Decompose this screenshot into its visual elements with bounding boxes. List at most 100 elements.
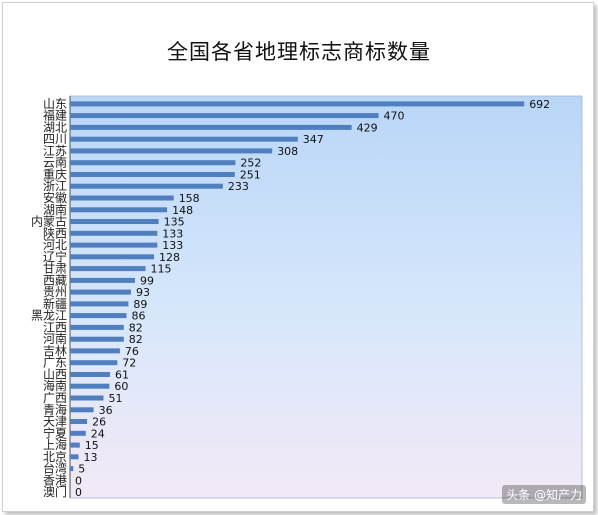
value-label: 133 bbox=[162, 227, 183, 240]
bar-30 bbox=[70, 442, 80, 448]
category-label: 香港 bbox=[43, 473, 67, 487]
value-label: 13 bbox=[84, 451, 98, 464]
value-label: 233 bbox=[228, 180, 249, 193]
category-label: 海南 bbox=[43, 378, 67, 393]
bar-18 bbox=[70, 301, 129, 307]
value-label: 148 bbox=[172, 204, 193, 217]
value-label: 5 bbox=[78, 463, 85, 476]
category-label: 山东 bbox=[43, 97, 67, 111]
bar-1 bbox=[70, 101, 525, 107]
value-label: 115 bbox=[151, 263, 172, 276]
value-label: 99 bbox=[140, 274, 154, 287]
watermark: 头条 @知产力 bbox=[502, 485, 586, 504]
value-label: 86 bbox=[132, 310, 146, 323]
value-label: 72 bbox=[122, 357, 136, 370]
category-label: 江西 bbox=[43, 320, 67, 334]
category-label: 重庆 bbox=[43, 168, 67, 182]
value-label: 252 bbox=[240, 157, 261, 170]
bar-19 bbox=[70, 313, 127, 319]
category-label: 广东 bbox=[43, 356, 67, 370]
value-label: 128 bbox=[159, 251, 180, 264]
bar-3 bbox=[70, 124, 352, 130]
plot-area bbox=[69, 95, 583, 499]
category-label: 青海 bbox=[43, 402, 67, 417]
value-label: 692 bbox=[529, 98, 550, 111]
bar-14 bbox=[70, 254, 154, 260]
value-label: 251 bbox=[240, 169, 261, 182]
bar-11 bbox=[70, 219, 159, 224]
value-label: 61 bbox=[115, 369, 129, 382]
category-label: 浙江 bbox=[43, 179, 67, 193]
category-label: 上海 bbox=[43, 437, 67, 452]
category-label: 福建 bbox=[43, 108, 67, 123]
category-label: 贵州 bbox=[43, 285, 67, 299]
category-label: 西藏 bbox=[43, 273, 67, 287]
value-label: 15 bbox=[85, 439, 99, 452]
value-label: 89 bbox=[133, 298, 147, 311]
category-label: 山西 bbox=[43, 368, 67, 382]
value-label: 470 bbox=[384, 110, 405, 123]
value-label: 347 bbox=[303, 133, 324, 146]
category-label: 安徽 bbox=[43, 190, 67, 205]
category-label: 广西 bbox=[43, 391, 67, 405]
bar-22 bbox=[70, 348, 120, 354]
category-label: 江苏 bbox=[43, 144, 67, 158]
category-label: 台湾 bbox=[43, 461, 67, 476]
bar-9 bbox=[70, 195, 174, 201]
value-label: 93 bbox=[136, 286, 150, 299]
category-label: 甘肃 bbox=[43, 262, 67, 276]
category-label: 内蒙古 bbox=[31, 214, 67, 229]
bar-7 bbox=[70, 172, 235, 177]
category-label: 新疆 bbox=[43, 296, 67, 311]
category-label: 河北 bbox=[43, 238, 67, 252]
bar-31 bbox=[70, 454, 79, 460]
category-label: 陕西 bbox=[43, 225, 67, 240]
value-label: 60 bbox=[114, 380, 128, 393]
value-label: 82 bbox=[129, 321, 143, 334]
bar-5 bbox=[70, 148, 273, 154]
bar-28 bbox=[70, 419, 88, 424]
bar-13 bbox=[70, 242, 158, 248]
bar-10 bbox=[70, 207, 168, 213]
bar-6 bbox=[70, 160, 236, 166]
bar-20 bbox=[70, 324, 124, 330]
category-label: 河南 bbox=[43, 331, 67, 346]
category-label: 辽宁 bbox=[43, 249, 67, 264]
category-label: 宁夏 bbox=[43, 425, 67, 440]
value-label: 36 bbox=[99, 404, 113, 417]
category-label: 天津 bbox=[43, 415, 67, 429]
value-label: 135 bbox=[164, 216, 185, 229]
bar-4 bbox=[70, 136, 298, 142]
category-label: 北京 bbox=[43, 450, 67, 464]
category-label: 湖南 bbox=[43, 202, 67, 217]
bar-2 bbox=[70, 113, 379, 119]
value-label: 429 bbox=[357, 121, 378, 134]
category-label: 四川 bbox=[43, 132, 67, 146]
value-label: 82 bbox=[129, 333, 143, 346]
value-label: 158 bbox=[179, 192, 200, 205]
bar-17 bbox=[70, 289, 131, 295]
bar-15 bbox=[70, 266, 146, 272]
value-label: 0 bbox=[75, 474, 82, 487]
value-label: 76 bbox=[125, 345, 139, 358]
bar-32 bbox=[70, 466, 74, 472]
bar-27 bbox=[70, 407, 94, 413]
value-label: 133 bbox=[162, 239, 183, 252]
bar-29 bbox=[70, 430, 86, 436]
value-label: 308 bbox=[277, 145, 298, 158]
bar-23 bbox=[70, 360, 118, 366]
bar-25 bbox=[70, 383, 110, 389]
value-label: 51 bbox=[109, 392, 123, 405]
category-label: 吉林 bbox=[43, 344, 67, 358]
bar-21 bbox=[70, 336, 124, 342]
bar-24 bbox=[70, 372, 110, 377]
bar-8 bbox=[70, 183, 223, 189]
value-label: 0 bbox=[75, 486, 82, 499]
value-label: 24 bbox=[91, 427, 105, 440]
bar-16 bbox=[70, 277, 135, 283]
category-label: 黑龙江 bbox=[31, 309, 67, 323]
bar-12 bbox=[70, 230, 158, 236]
bar-26 bbox=[70, 395, 104, 401]
value-label: 26 bbox=[92, 416, 106, 429]
